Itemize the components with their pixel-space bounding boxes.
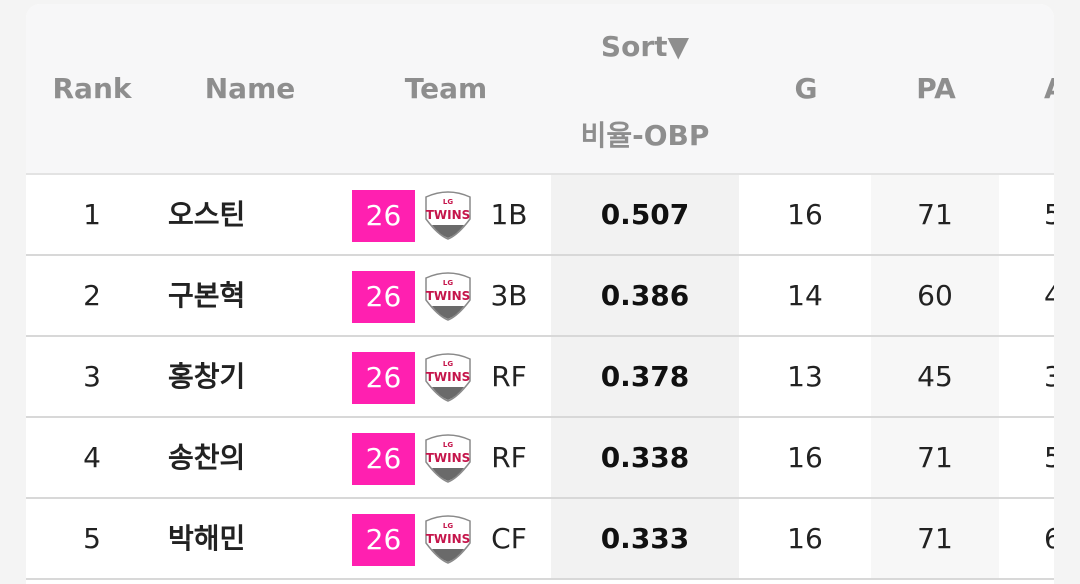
player-name[interactable]: 구본혁 [168,279,246,312]
header-pa[interactable]: PA [916,72,956,105]
svg-text:TWINS: TWINS [426,451,471,465]
svg-text:LG: LG [443,360,453,368]
stats-table: Rank Name Team Sort▼ 비율-OBP G PA A 1 오스틴… [26,4,1054,584]
pa-cell: 45 [917,360,953,393]
lg-twins-logo: LG TWINS [425,272,471,321]
uniform-number-badge: 26 [352,433,415,485]
header-team[interactable]: Team [404,72,488,105]
next-column-cell: 6 [1044,522,1054,555]
header-cut[interactable]: A [1044,72,1054,105]
games-cell: 13 [787,360,823,393]
games-cell: 16 [787,522,823,555]
lg-twins-logo: LG TWINS [425,191,471,240]
column-bg [871,418,999,497]
rank-cell: 5 [83,522,101,555]
svg-text:TWINS: TWINS [426,370,471,384]
sorted-column-bg [551,499,739,578]
svg-text:TWINS: TWINS [426,208,471,222]
games-cell: 16 [787,198,823,231]
svg-text:TWINS: TWINS [426,532,471,546]
table-row[interactable]: 4 송찬의 26 LG TWINS RF 0.338 16 71 5 [26,418,1054,499]
position-cell: RF [491,360,527,393]
svg-text:LG: LG [443,279,453,287]
uniform-number-badge: 26 [352,271,415,323]
table-row[interactable]: 5 박해민 26 LG TWINS CF 0.333 16 71 6 [26,499,1054,580]
rank-cell: 3 [83,360,101,393]
lg-twins-logo: LG TWINS [425,434,471,483]
sorted-column-bg [551,418,739,497]
player-name[interactable]: 박해민 [168,522,246,555]
rank-cell: 1 [83,198,101,231]
svg-text:LG: LG [443,198,453,206]
sorted-column-bg [551,175,739,254]
rank-cell: 2 [83,279,101,312]
pa-cell: 60 [917,279,953,312]
games-cell: 16 [787,441,823,474]
obp-cell: 0.386 [600,279,690,312]
uniform-number-badge: 26 [352,514,415,566]
column-bg [871,256,999,335]
table-row[interactable]: 2 구본혁 26 LG TWINS 3B 0.386 14 60 4 [26,256,1054,337]
header-name[interactable]: Name [204,72,296,105]
player-name[interactable]: 송찬의 [168,441,246,474]
obp-cell: 0.333 [600,522,690,555]
table-row[interactable]: 1 오스틴 26 LG TWINS 1B 0.507 16 71 5 [26,175,1054,256]
table-row[interactable]: 3 홍창기 26 LG TWINS RF 0.378 13 45 3 [26,337,1054,418]
svg-text:TWINS: TWINS [426,289,471,303]
uniform-number-badge: 26 [352,190,415,242]
svg-text:LG: LG [443,441,453,449]
header-g[interactable]: G [794,72,818,105]
pa-cell: 71 [917,198,953,231]
pa-cell: 71 [917,522,953,555]
lg-twins-logo: LG TWINS [425,515,471,564]
position-cell: 1B [490,198,528,231]
header-obp[interactable]: 비율-OBP [580,119,710,152]
obp-cell: 0.507 [600,198,690,231]
player-name[interactable]: 홍창기 [168,360,246,393]
sorted-column-bg [551,337,739,416]
position-cell: 3B [490,279,528,312]
lg-twins-logo: LG TWINS [425,353,471,402]
svg-text:LG: LG [443,522,453,530]
games-cell: 14 [787,279,823,312]
pa-cell: 71 [917,441,953,474]
table-header: Rank Name Team Sort▼ 비율-OBP G PA A [26,4,1054,175]
player-name[interactable]: 오스틴 [168,198,246,231]
sorted-column-bg [551,256,739,335]
next-column-cell: 3 [1044,360,1054,393]
column-bg [871,499,999,578]
position-cell: CF [491,522,527,555]
next-column-cell: 5 [1044,441,1054,474]
rank-cell: 4 [83,441,101,474]
obp-cell: 0.338 [600,441,690,474]
sort-button[interactable]: Sort▼ [600,30,690,63]
next-column-cell: 4 [1044,279,1054,312]
column-bg [871,337,999,416]
position-cell: RF [491,441,527,474]
obp-cell: 0.378 [600,360,690,393]
header-rank[interactable]: Rank [52,72,132,105]
next-column-cell: 5 [1044,198,1054,231]
column-bg [871,175,999,254]
uniform-number-badge: 26 [352,352,415,404]
